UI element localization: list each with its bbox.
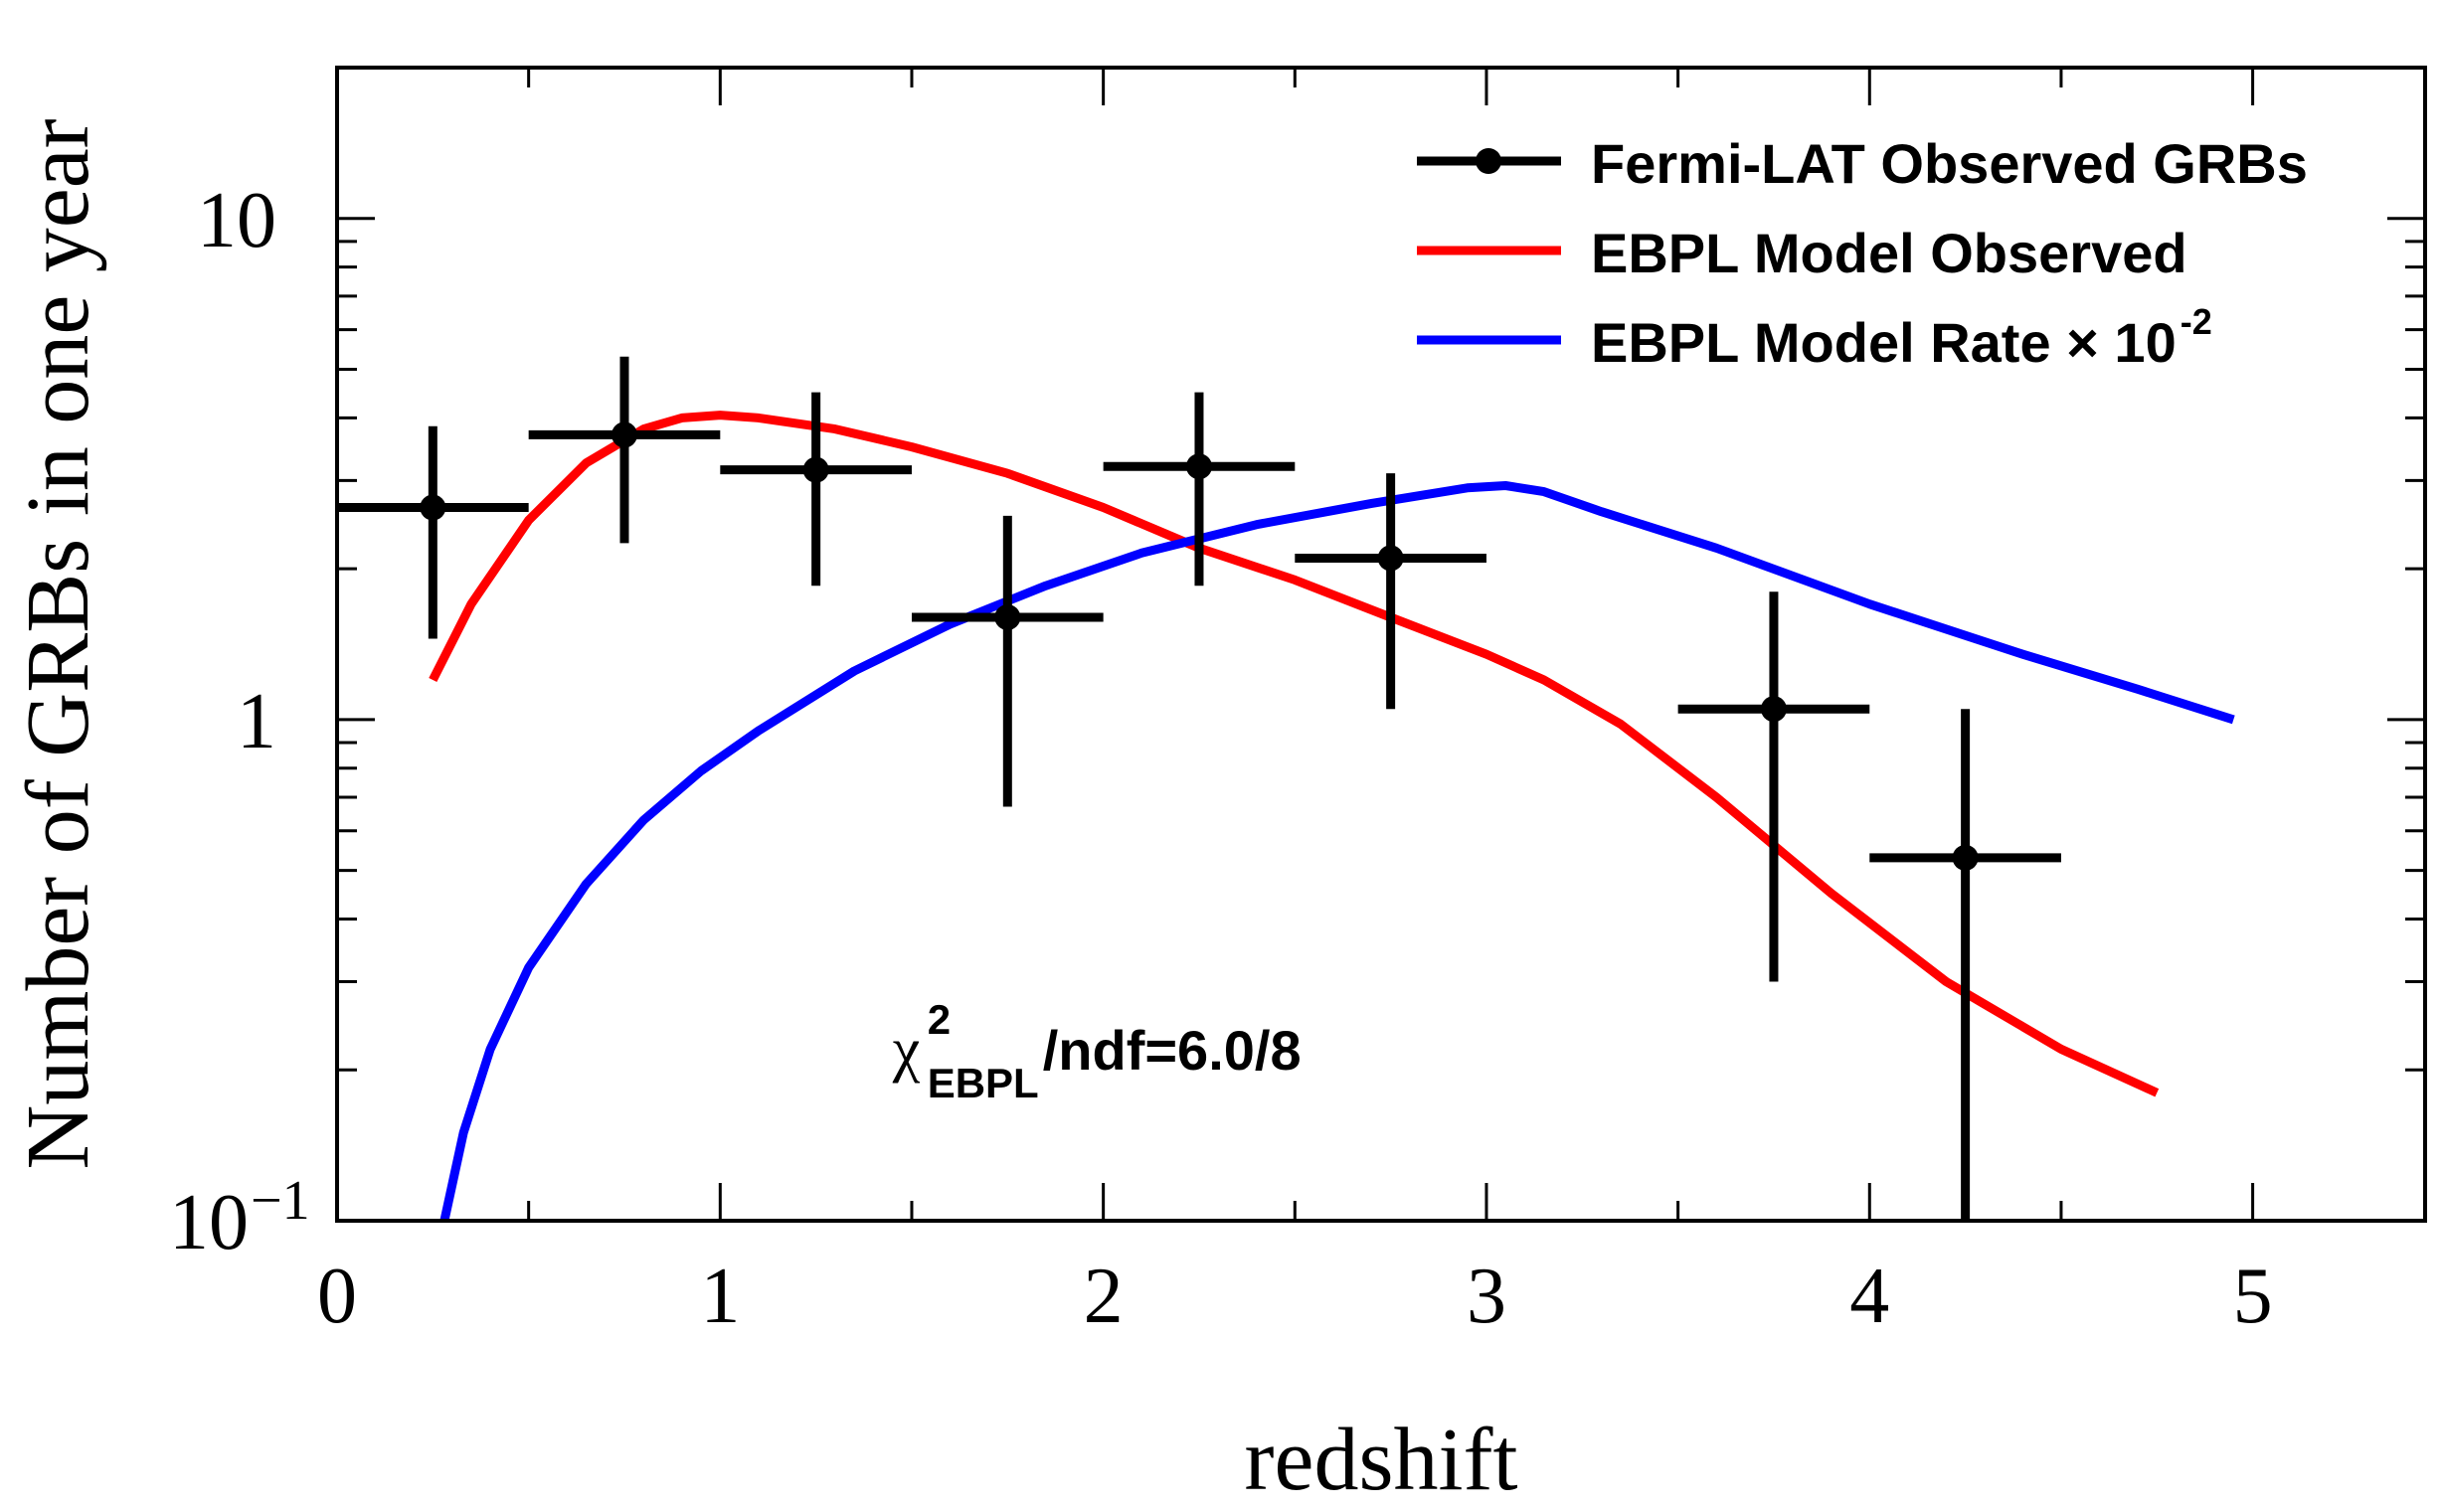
data-point bbox=[1103, 392, 1296, 587]
y-tick-exponent: −1 bbox=[251, 1170, 310, 1232]
axis-ticks-layer bbox=[335, 66, 2425, 1223]
point-marker bbox=[420, 494, 446, 521]
legend-marker bbox=[1476, 148, 1501, 174]
chi-square-annotation: χ 2 EBPL/ndf=6.0/8 bbox=[892, 996, 1302, 1106]
chi-superscript: 2 bbox=[928, 996, 951, 1043]
data-point bbox=[337, 425, 529, 639]
x-tick-label: 5 bbox=[2233, 1253, 2273, 1340]
point-marker bbox=[1760, 696, 1787, 723]
x-tick-label: 3 bbox=[1467, 1253, 1506, 1340]
x-tick-label: 2 bbox=[1084, 1253, 1124, 1340]
chi-symbol: χ bbox=[892, 1016, 921, 1084]
y-tick-label: 10 bbox=[197, 177, 276, 264]
y-tick-label: 1 bbox=[237, 678, 276, 765]
legend-item: EBPL Model Rate × 10 -2 bbox=[1417, 301, 2212, 374]
point-marker bbox=[1185, 453, 1212, 480]
legend-item: EBPL Model Observed bbox=[1417, 222, 2187, 284]
ebpl-model-rate-curve bbox=[439, 481, 2235, 1222]
data-point bbox=[1295, 473, 1486, 710]
point-marker bbox=[802, 456, 829, 483]
plot-frame bbox=[335, 66, 2427, 1223]
x-tick-label: 1 bbox=[700, 1253, 740, 1340]
legend-label: Fermi-LAT Observed GRBs bbox=[1591, 132, 2308, 195]
point-marker bbox=[611, 421, 637, 448]
chi-text: /ndf=6.0/8 bbox=[1043, 1019, 1302, 1082]
x-tick-label: 0 bbox=[317, 1253, 357, 1340]
data-point bbox=[911, 515, 1104, 807]
legend-label: EBPL Model Rate × 10 bbox=[1591, 311, 2177, 374]
x-axis-label: redshift bbox=[1245, 1411, 1518, 1509]
data-point bbox=[720, 392, 912, 587]
legend-item: Fermi-LAT Observed GRBs bbox=[1417, 132, 2308, 195]
legend-exponent: -2 bbox=[2181, 301, 2212, 342]
data-point bbox=[528, 356, 721, 544]
x-tick-label: 4 bbox=[1849, 1253, 1889, 1340]
data-point bbox=[1677, 591, 1870, 982]
point-marker bbox=[994, 603, 1021, 630]
y-tick-label: 10 bbox=[169, 1179, 249, 1266]
data-point bbox=[1869, 709, 2061, 1221]
legend-label: EBPL Model Observed bbox=[1591, 222, 2187, 284]
legend: Fermi-LAT Observed GRBs EBPL Model Observ… bbox=[1417, 132, 2308, 374]
chi-subscript: EBPL bbox=[928, 1060, 1039, 1106]
point-marker bbox=[1952, 844, 1979, 871]
point-marker bbox=[1377, 545, 1404, 572]
data-points-layer bbox=[337, 356, 2061, 1221]
y-axis-label: Number of GRBs in one year bbox=[9, 118, 107, 1169]
